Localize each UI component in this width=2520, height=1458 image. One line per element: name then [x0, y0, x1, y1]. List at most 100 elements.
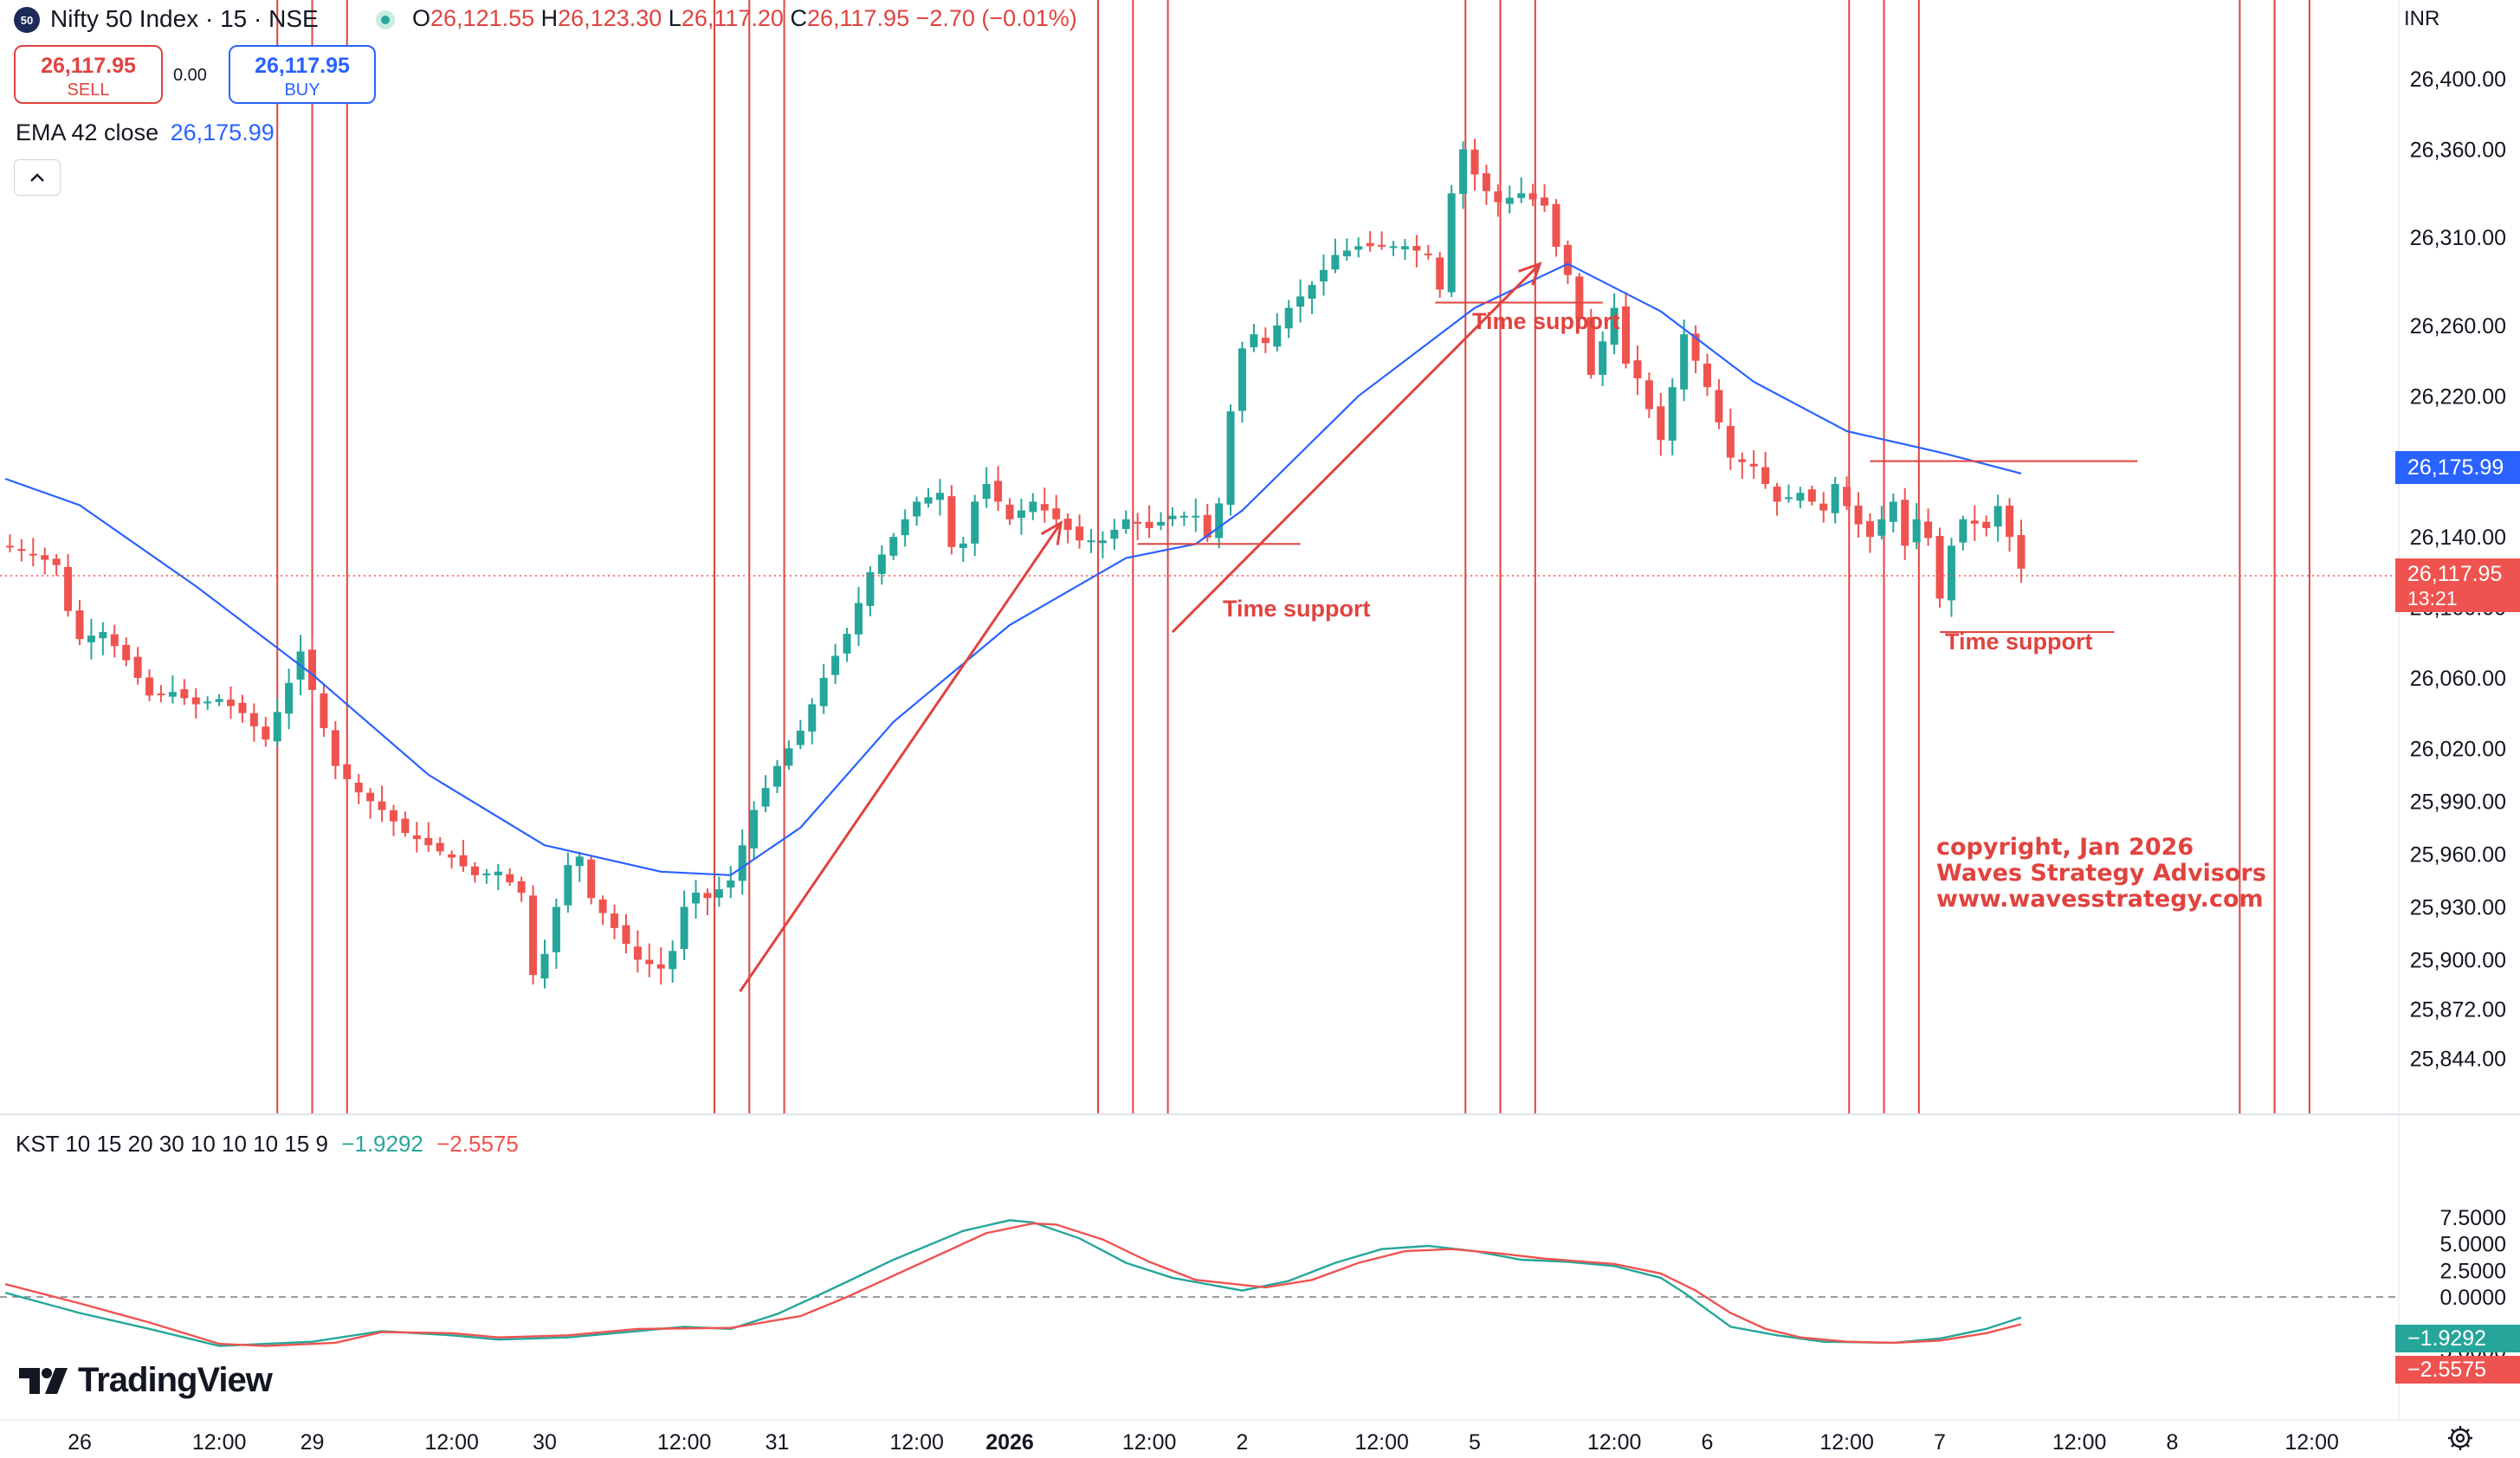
- price-tick-label: 26,260.00: [2410, 314, 2506, 339]
- candle-body: [924, 497, 933, 504]
- last-price-tag: 26,117.95 13:21: [2395, 558, 2520, 612]
- candle-body: [1552, 203, 1560, 248]
- price-tick-label: 25,844.00: [2410, 1047, 2506, 1071]
- candle-body: [1819, 503, 1828, 511]
- candle-body: [1238, 348, 1246, 411]
- candle-body: [1599, 341, 1607, 375]
- kst-legend-label: KST 10 15 20 30 10 10 10 15 9: [16, 1131, 328, 1157]
- price-axis[interactable]: 25,844.00 25,872.00 25,900.00 25,930.00 25,9…: [2410, 68, 2506, 1071]
- candle-body: [1063, 519, 1072, 530]
- candle-body: [1959, 519, 1968, 543]
- candle-body: [1203, 514, 1212, 539]
- candle-body: [1703, 363, 1711, 388]
- candle-body: [901, 519, 909, 536]
- candle-body: [819, 677, 828, 706]
- kst-legend[interactable]: KST 10 15 20 30 10 10 10 15 9 −1.9292 −2…: [16, 1131, 519, 1158]
- price-tick-label: 26,400.00: [2410, 68, 2506, 92]
- candle-body: [168, 692, 177, 697]
- candle-body: [1121, 519, 1130, 530]
- candle-body: [622, 925, 630, 945]
- candle-body: [1098, 540, 1107, 544]
- candle-body: [494, 871, 502, 876]
- candle-body: [611, 913, 619, 928]
- candle-body: [633, 946, 642, 960]
- ema-legend[interactable]: EMA 42 close 26,175.99: [16, 119, 275, 146]
- candle-body: [87, 635, 95, 642]
- tradingview-logo[interactable]: TradingView: [19, 1361, 273, 1400]
- price-tick-label: 25,900.00: [2410, 949, 2506, 973]
- candle-body: [727, 880, 735, 888]
- candle-body: [215, 699, 223, 702]
- candle-body: [1354, 246, 1363, 250]
- low-label: L: [668, 5, 682, 31]
- time-tick-label: 30: [533, 1430, 557, 1455]
- candle-body: [191, 697, 200, 705]
- currency-label[interactable]: INR: [2404, 7, 2440, 30]
- candle-body: [1261, 338, 1270, 344]
- ema-legend-label: EMA 42 close: [16, 119, 159, 145]
- candle-body: [1296, 296, 1305, 307]
- symbol-badge[interactable]: 50: [14, 7, 40, 33]
- ema-line: [4, 262, 2022, 876]
- time-support-label-1[interactable]: Time support: [1223, 596, 1371, 622]
- collapse-legend-button[interactable]: [14, 159, 61, 196]
- candle-body: [994, 481, 1003, 502]
- sell-button[interactable]: 26,117.95 SELL: [14, 45, 163, 104]
- signal-legend-value: −2.5575: [436, 1131, 519, 1157]
- candle-body: [470, 866, 479, 875]
- candle-body: [343, 764, 352, 779]
- candle-body: [17, 549, 26, 552]
- time-tick-label: 12:00: [2052, 1430, 2107, 1455]
- candle-body: [1912, 519, 1921, 543]
- candle-body: [1528, 193, 1537, 200]
- price-tick-label: 26,060.00: [2410, 667, 2506, 691]
- candle-body: [785, 748, 793, 766]
- market-status-dot[interactable]: [376, 10, 395, 29]
- copyright-line: www.wavesstrategy.com: [1936, 886, 2264, 913]
- candle-body: [1179, 515, 1188, 518]
- candle-body: [540, 953, 549, 979]
- annotation-drawings[interactable]: [739, 261, 2138, 993]
- candle-body: [877, 554, 886, 574]
- ema-legend-value: 26,175.99: [170, 119, 275, 145]
- candle-body: [1970, 520, 1979, 524]
- candle-body: [354, 782, 363, 793]
- candle-body: [1134, 521, 1142, 524]
- time-tick-label: 2: [1237, 1430, 1249, 1455]
- time-axis[interactable]: 26 12:00 29 12:00 30 12:00 31 12:00 2026 12:00 2 12…: [68, 1430, 2339, 1455]
- candle-body: [331, 730, 339, 766]
- candle-body: [110, 634, 119, 647]
- candle-body: [1668, 387, 1677, 441]
- high-value: 26,123.30: [558, 5, 662, 31]
- last-price-value: 26,117.95: [2407, 562, 2503, 586]
- candle-body: [1715, 390, 1723, 423]
- time-support-label-2[interactable]: Time support: [1472, 308, 1620, 334]
- candle-body: [971, 501, 979, 544]
- candle-body: [52, 558, 61, 565]
- candle-body: [1447, 193, 1456, 293]
- time-support-label-3[interactable]: Time support: [1945, 629, 2093, 655]
- arrow-head: [1040, 520, 1063, 545]
- kst-tick-label: 2.5000: [2440, 1259, 2506, 1283]
- candle-body: [412, 835, 421, 840]
- candle-body: [1319, 269, 1328, 282]
- candle-body: [401, 818, 410, 834]
- low-value: 26,117.20: [681, 5, 784, 31]
- high-label: H: [540, 5, 559, 31]
- candle-body: [1854, 505, 1863, 525]
- candle-body: [656, 964, 665, 969]
- kst-legend-value: −1.9292: [341, 1131, 423, 1157]
- candle-body: [796, 730, 804, 745]
- kst-signal-line: [4, 1222, 2022, 1347]
- price-tick-label: 26,020.00: [2410, 737, 2506, 761]
- candle-body: [29, 553, 37, 556]
- settings-gear-icon[interactable]: [2447, 1425, 2473, 1451]
- symbol-title[interactable]: Nifty 50 Index · 15 · NSE: [50, 5, 319, 32]
- candle-body: [1831, 484, 1839, 513]
- copyright-note[interactable]: copyright, Jan 2026 Waves Strategy Advis…: [1936, 835, 2266, 913]
- candle-body: [1563, 244, 1572, 275]
- buy-button[interactable]: 26,117.95 BUY: [229, 45, 376, 104]
- candle-body: [1424, 253, 1432, 255]
- candlesticks: [5, 139, 2026, 989]
